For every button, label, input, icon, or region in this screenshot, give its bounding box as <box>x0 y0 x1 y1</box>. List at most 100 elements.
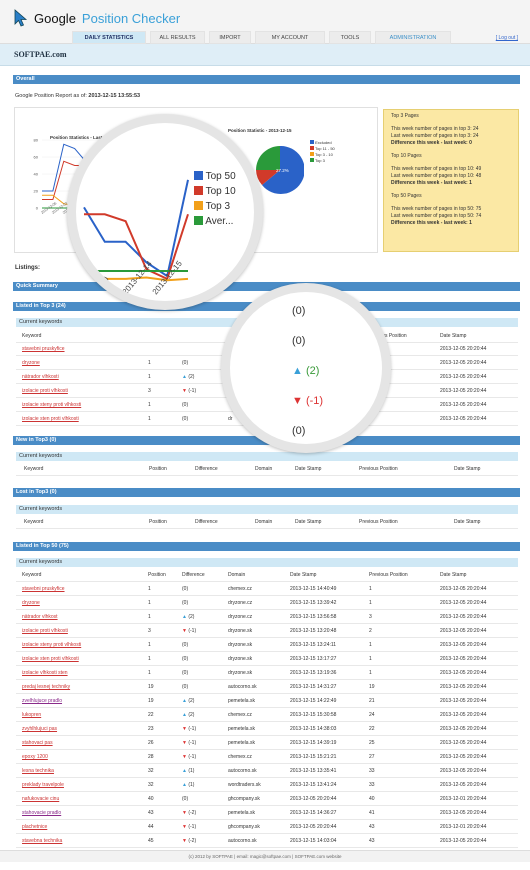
domain-value: autocorno.sk <box>228 838 257 844</box>
current-keywords-label: Current keywords <box>16 505 518 514</box>
previous-position-value: 27 <box>369 754 375 760</box>
keyword-link[interactable]: stahovaci pas <box>22 740 53 746</box>
date-stamp-value: 2013-12-05 20:20:44 <box>440 388 487 394</box>
zoom-legend: Top 50 Top 10 Top 3 Aver... <box>194 169 236 229</box>
domain-value: chemex.cz <box>228 712 252 718</box>
position-value: 1 <box>148 374 151 380</box>
table-row: plachetnice 44 ▼ (-1) ghcompany.sk 2013-12-0… <box>16 821 518 834</box>
col-previous: Previous Position <box>369 572 408 578</box>
zoom-legend-item: Top 10 <box>194 184 236 199</box>
position-value: 1 <box>148 656 151 662</box>
domain-value: dryzone.cz <box>228 614 253 620</box>
date-value: 2013-12-15 15:21:21 <box>290 754 337 760</box>
previous-position-value: 33 <box>369 782 375 788</box>
line-chart-title: Position Statistics - Last 10 <box>50 135 109 140</box>
keyword-link[interactable]: izolacie sten proti vlhkosti <box>22 416 79 422</box>
position-value: 45 <box>148 838 154 844</box>
date-stamp-value: 2013-12-05 20:20:44 <box>440 346 487 352</box>
table-row: izolacie sten proti vlhkosti 1 (0) dryzone.… <box>16 653 518 666</box>
date-value: 2013-12-15 13:56:58 <box>290 614 337 620</box>
tab-tools[interactable]: TOOLS <box>329 31 371 44</box>
keyword-link[interactable]: lesna technika <box>22 768 54 774</box>
position-value: 1 <box>148 416 151 422</box>
zoom-legend-label: Top 50 <box>205 171 236 182</box>
table-row: izolacie steny proti vlhkosti 1 (0) dryzone… <box>16 639 518 652</box>
previous-position-value: 43 <box>369 824 375 830</box>
table-row: lesna technika 32 ▲ (1) autocorno.sk 2013-12… <box>16 765 518 778</box>
keyword-link[interactable]: nafukovacie cinu <box>22 796 60 802</box>
previous-position-value: 43 <box>369 838 375 844</box>
tab-administration[interactable]: ADMINISTRATION <box>375 31 451 44</box>
pie-legend-label: Top 3 <box>315 158 325 163</box>
arrow-down-icon: ▼ <box>182 810 187 816</box>
cursor-logo-icon <box>14 9 28 27</box>
site-brand: SOFTPAE.com <box>0 44 530 66</box>
zoom-difference-value: (0) <box>292 305 306 317</box>
table-row: zvelhlujuce pradlo 19 ▲ (2) pemetela.sk 2013… <box>16 695 518 708</box>
previous-position-value: 22 <box>369 726 375 732</box>
previous-position-value: 1 <box>369 586 372 592</box>
keyword-link[interactable]: stavebni pruskyfice <box>22 346 65 352</box>
zoom-difference-value: ▲ (2) <box>292 365 320 377</box>
tab-my-account[interactable]: MY ACCOUNT <box>255 31 325 44</box>
date-stamp-value: 2013-12-05 20:20:44 <box>440 698 487 704</box>
col-domain: Domain <box>228 572 246 578</box>
table-row: stahovacie pradlo 43 ▼ (-2) pemetela.sk 2013… <box>16 807 518 820</box>
keyword-link[interactable]: izolacie vlhkosti sten <box>22 670 68 676</box>
position-value: 22 <box>148 712 154 718</box>
keyword-link[interactable]: nätrador vlhkost <box>22 614 58 620</box>
date-value: 2013-12-15 14:22:49 <box>290 698 337 704</box>
keyword-link[interactable]: preklady travelpole <box>22 782 64 788</box>
position-value: 23 <box>148 726 154 732</box>
keyword-link[interactable]: izolacie proti vlhkosti <box>22 628 68 634</box>
position-value: 1 <box>148 402 151 408</box>
quick-summary-header[interactable]: Quick Summary <box>13 282 520 291</box>
table-row: izolacie vlhkosti sten 1 (0) dryzone.sk 2013… <box>16 667 518 680</box>
overall-section-header: Overall <box>13 75 520 84</box>
col-difference: Difference <box>182 572 205 578</box>
keyword-link[interactable]: plachetnice <box>22 824 48 830</box>
top10-this-week: This week number of pages in top 10: 49 <box>391 166 482 172</box>
logout-link[interactable]: [ Log out ] <box>495 35 518 41</box>
tab-all-results[interactable]: ALL RESULTS <box>150 31 205 44</box>
keyword-link[interactable]: zvyhlhlujuci pas <box>22 726 58 732</box>
pie-slice-top11-50 <box>256 170 280 185</box>
keyword-link[interactable]: izolacie sten proti vlhkosti <box>22 656 79 662</box>
col-difference: Difference <box>195 519 218 525</box>
arrow-down-icon: ▼ <box>182 824 187 830</box>
keyword-link[interactable]: izolacie steny proti vlhkosti <box>22 642 82 648</box>
keyword-link[interactable]: dryzone <box>22 360 40 366</box>
keyword-link[interactable]: stavebna technika <box>22 838 63 844</box>
tab-daily-statistics[interactable]: DAILY STATISTICS <box>72 31 146 44</box>
domain-value: dryzone.sk <box>228 670 253 676</box>
keyword-link[interactable]: stahovacie pradlo <box>22 810 62 816</box>
keyword-link[interactable]: lukopren <box>22 712 42 718</box>
keyword-link[interactable]: zvelhlujuce pradlo <box>22 698 63 704</box>
previous-position-value: 1 <box>369 600 372 606</box>
keyword-link[interactable]: predaj lesnej techniky <box>22 684 71 690</box>
logo[interactable]: Google Position Checker <box>14 9 180 27</box>
keyword-link[interactable]: nätrador vlhkosti <box>22 374 59 380</box>
date-value: 2013-12-15 13:35:41 <box>290 768 337 774</box>
keyword-link[interactable]: dryzone <box>22 600 40 606</box>
domain-value: autocorno.sk <box>228 768 257 774</box>
table-row: predaj lesnej techniky 19 (0) autocorno.sk 2… <box>16 681 518 694</box>
zoom-legend-item: Top 3 <box>194 199 236 214</box>
keyword-link[interactable]: stavebni pruskyfice <box>22 586 65 592</box>
difference-value: ▲ (1) <box>182 768 195 774</box>
date-value: 2013-12-15 14:38:03 <box>290 726 337 732</box>
keyword-link[interactable]: epoxy 1200 <box>22 754 48 760</box>
keyword-link[interactable]: izolacie proti vlhkosti <box>22 388 68 394</box>
pie-legend-item: Top 3 - 10 <box>310 152 335 158</box>
y-tick-label: 60 <box>34 155 39 160</box>
col-domain: Domain <box>255 519 273 525</box>
col-previous: Previous Position <box>359 519 398 525</box>
position-value: 1 <box>148 642 151 648</box>
tab-import[interactable]: IMPORT <box>209 31 251 44</box>
keyword-link[interactable]: izolacie steny proti vlhkosti <box>22 402 82 408</box>
table-row: zvyhlhlujuci pas 23 ▼ (-1) pemetela.sk 2013-… <box>16 723 518 736</box>
difference-value: ▲ (2) <box>182 614 195 620</box>
domain-value: pemetela.sk <box>228 740 255 746</box>
date-stamp-value: 2013-12-05 20:20:44 <box>440 600 487 606</box>
